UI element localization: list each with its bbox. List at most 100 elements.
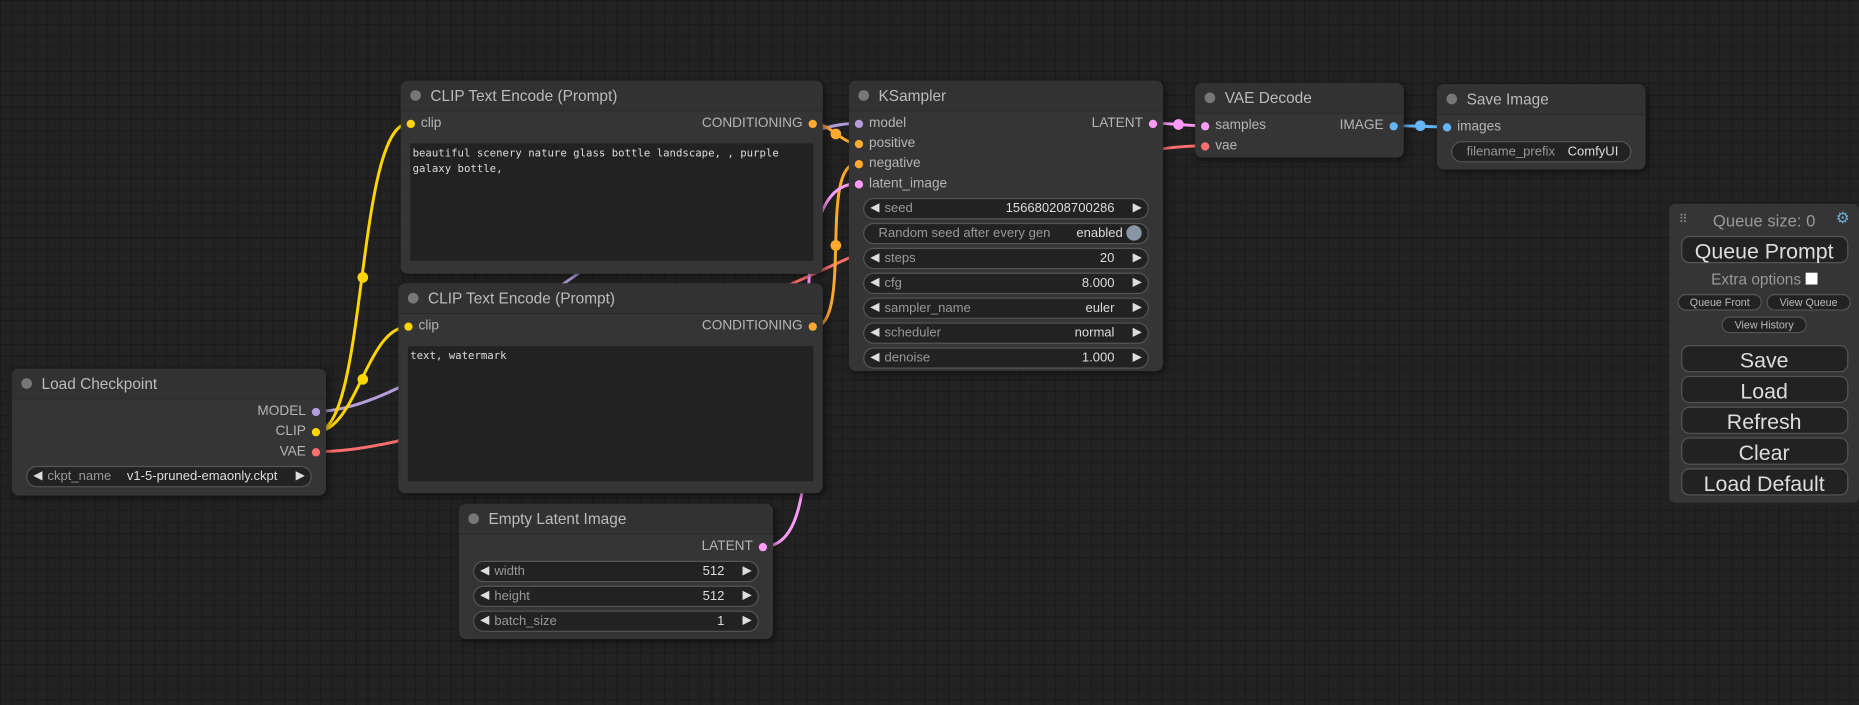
arrow-left-icon[interactable]: ◀ [870, 350, 880, 364]
socket-icon[interactable] [1148, 119, 1158, 129]
arrow-left-icon[interactable]: ◀ [870, 201, 880, 215]
node-clip-text-encode-negative[interactable]: CLIP Text Encode (Prompt) clip CONDITIONI… [398, 283, 823, 494]
collapse-dot-icon[interactable] [21, 378, 33, 389]
input-negative[interactable]: negative [854, 154, 921, 174]
output-image[interactable]: IMAGE [1340, 116, 1398, 136]
socket-icon[interactable] [808, 119, 817, 129]
view-queue-button[interactable]: View Queue [1766, 294, 1851, 311]
input-images[interactable]: images [1442, 117, 1501, 137]
arrow-right-icon[interactable]: ▶ [1132, 350, 1142, 364]
input-clip[interactable]: clip [404, 317, 439, 337]
output-model[interactable]: MODEL [257, 402, 321, 422]
node-load-checkpoint[interactable]: Load Checkpoint MODEL CLIP VAE ◀ ckpt_nam… [11, 368, 327, 496]
batch-size-number[interactable]: ◀ batch_size 1 ▶ [473, 610, 759, 632]
height-number[interactable]: ◀ height 512 ▶ [473, 585, 759, 608]
input-latent-image[interactable]: latent_image [854, 174, 947, 194]
node-title[interactable]: CLIP Text Encode (Prompt) [398, 283, 823, 315]
arrow-left-icon[interactable]: ◀ [480, 589, 490, 603]
socket-icon[interactable] [854, 139, 864, 149]
arrow-right-icon[interactable]: ▶ [742, 589, 752, 603]
refresh-button[interactable]: Refresh [1680, 406, 1848, 434]
collapse-dot-icon[interactable] [1446, 93, 1458, 105]
socket-icon[interactable] [1201, 122, 1210, 131]
output-vae[interactable]: VAE [280, 442, 321, 462]
node-title[interactable]: Save Image [1436, 84, 1646, 116]
wire-midpoint-dot[interactable] [830, 240, 842, 251]
node-save-image[interactable]: Save Image images filename_prefix ComfyUI [1436, 84, 1646, 170]
arrow-right-icon[interactable]: ▶ [1132, 201, 1142, 215]
input-samples[interactable]: samples [1201, 116, 1266, 136]
steps-number[interactable]: ◀ steps 20 ▶ [863, 247, 1149, 270]
prompt-textarea[interactable]: text, watermark [407, 346, 814, 482]
extra-options-checkbox[interactable] [1805, 272, 1818, 285]
socket-icon[interactable] [854, 119, 864, 129]
collapse-dot-icon[interactable] [410, 90, 421, 101]
output-latent[interactable]: LATENT [1092, 114, 1158, 134]
input-clip[interactable]: clip [406, 114, 441, 134]
node-clip-text-encode-positive[interactable]: CLIP Text Encode (Prompt) clip CONDITIONI… [400, 80, 823, 274]
ckpt-name-combo[interactable]: ◀ ckpt_name v1-5-pruned-emaonly.ckpt ▶ [26, 465, 312, 488]
denoise-number[interactable]: ◀ denoise 1.000 ▶ [863, 347, 1149, 369]
node-title[interactable]: Load Checkpoint [11, 368, 327, 400]
arrow-left-icon[interactable]: ◀ [480, 564, 490, 578]
node-vae-decode[interactable]: VAE Decode samples IMAGE vae [1195, 82, 1404, 158]
cfg-number[interactable]: ◀ cfg 8.000 ▶ [863, 272, 1149, 295]
node-title[interactable]: CLIP Text Encode (Prompt) [400, 80, 823, 112]
settings-gear-icon[interactable]: ⚙ [1835, 208, 1850, 227]
wire-midpoint-dot[interactable] [357, 272, 369, 283]
arrow-left-icon[interactable]: ◀ [870, 276, 880, 290]
toggle-knob-icon[interactable] [1126, 225, 1142, 241]
node-empty-latent-image[interactable]: Empty Latent Image LATENT ◀ width 512 ▶ ◀ he… [458, 503, 774, 640]
arrow-left-icon[interactable]: ◀ [33, 469, 43, 483]
arrow-left-icon[interactable]: ◀ [870, 251, 880, 265]
node-ksampler[interactable]: KSampler model LATENT positive negative l… [848, 80, 1164, 372]
view-history-button[interactable]: View History [1721, 316, 1807, 334]
input-model[interactable]: model [854, 114, 906, 134]
filename-prefix-text[interactable]: filename_prefix ComfyUI [1451, 141, 1632, 163]
load-default-button[interactable]: Load Default [1680, 468, 1848, 496]
seed-number[interactable]: ◀ seed 156680208700286 ▶ [863, 197, 1149, 220]
arrow-right-icon[interactable]: ▶ [1132, 301, 1142, 315]
socket-icon[interactable] [758, 543, 768, 552]
clear-button[interactable]: Clear [1680, 437, 1848, 465]
wire-midpoint-dot[interactable] [1173, 119, 1184, 130]
arrow-right-icon[interactable]: ▶ [1132, 251, 1142, 265]
input-positive[interactable]: positive [854, 134, 915, 154]
save-button[interactable]: Save [1680, 345, 1848, 373]
scheduler-combo[interactable]: ◀ scheduler normal ▶ [863, 322, 1149, 344]
width-number[interactable]: ◀ width 512 ▶ [473, 560, 759, 583]
wire-midpoint-dot[interactable] [1415, 120, 1426, 132]
output-conditioning[interactable]: CONDITIONING [702, 317, 817, 337]
output-clip[interactable]: CLIP [276, 422, 321, 442]
socket-icon[interactable] [406, 119, 415, 129]
collapse-dot-icon[interactable] [468, 513, 479, 525]
arrow-right-icon[interactable]: ▶ [295, 469, 305, 483]
arrow-right-icon[interactable]: ▶ [1132, 276, 1142, 290]
load-button[interactable]: Load [1680, 375, 1848, 404]
sampler-name-combo[interactable]: ◀ sampler_name euler ▶ [863, 297, 1149, 319]
input-vae[interactable]: vae [1201, 136, 1237, 156]
collapse-dot-icon[interactable] [858, 90, 870, 101]
collapse-dot-icon[interactable] [1204, 92, 1216, 104]
arrow-left-icon[interactable]: ◀ [480, 614, 490, 628]
socket-icon[interactable] [1201, 142, 1210, 151]
socket-icon[interactable] [404, 322, 413, 331]
drag-handle-icon[interactable]: ⠿ [1678, 213, 1688, 227]
node-title[interactable]: Empty Latent Image [458, 503, 774, 535]
socket-icon[interactable] [311, 427, 321, 437]
arrow-left-icon[interactable]: ◀ [870, 326, 880, 340]
socket-icon[interactable] [1389, 122, 1398, 131]
arrow-left-icon[interactable]: ◀ [870, 301, 880, 315]
socket-icon[interactable] [854, 160, 864, 169]
queue-prompt-button[interactable]: Queue Prompt [1680, 235, 1848, 264]
node-title[interactable]: KSampler [848, 80, 1164, 112]
wire-midpoint-dot[interactable] [357, 374, 369, 385]
random-seed-toggle[interactable]: Random seed after every gen enabled [863, 222, 1149, 245]
prompt-textarea[interactable]: beautiful scenery nature glass bottle la… [410, 143, 814, 261]
arrow-right-icon[interactable]: ▶ [742, 614, 752, 628]
socket-icon[interactable] [311, 448, 321, 457]
output-conditioning[interactable]: CONDITIONING [702, 114, 817, 134]
socket-icon[interactable] [854, 180, 864, 189]
socket-icon[interactable] [808, 322, 817, 331]
